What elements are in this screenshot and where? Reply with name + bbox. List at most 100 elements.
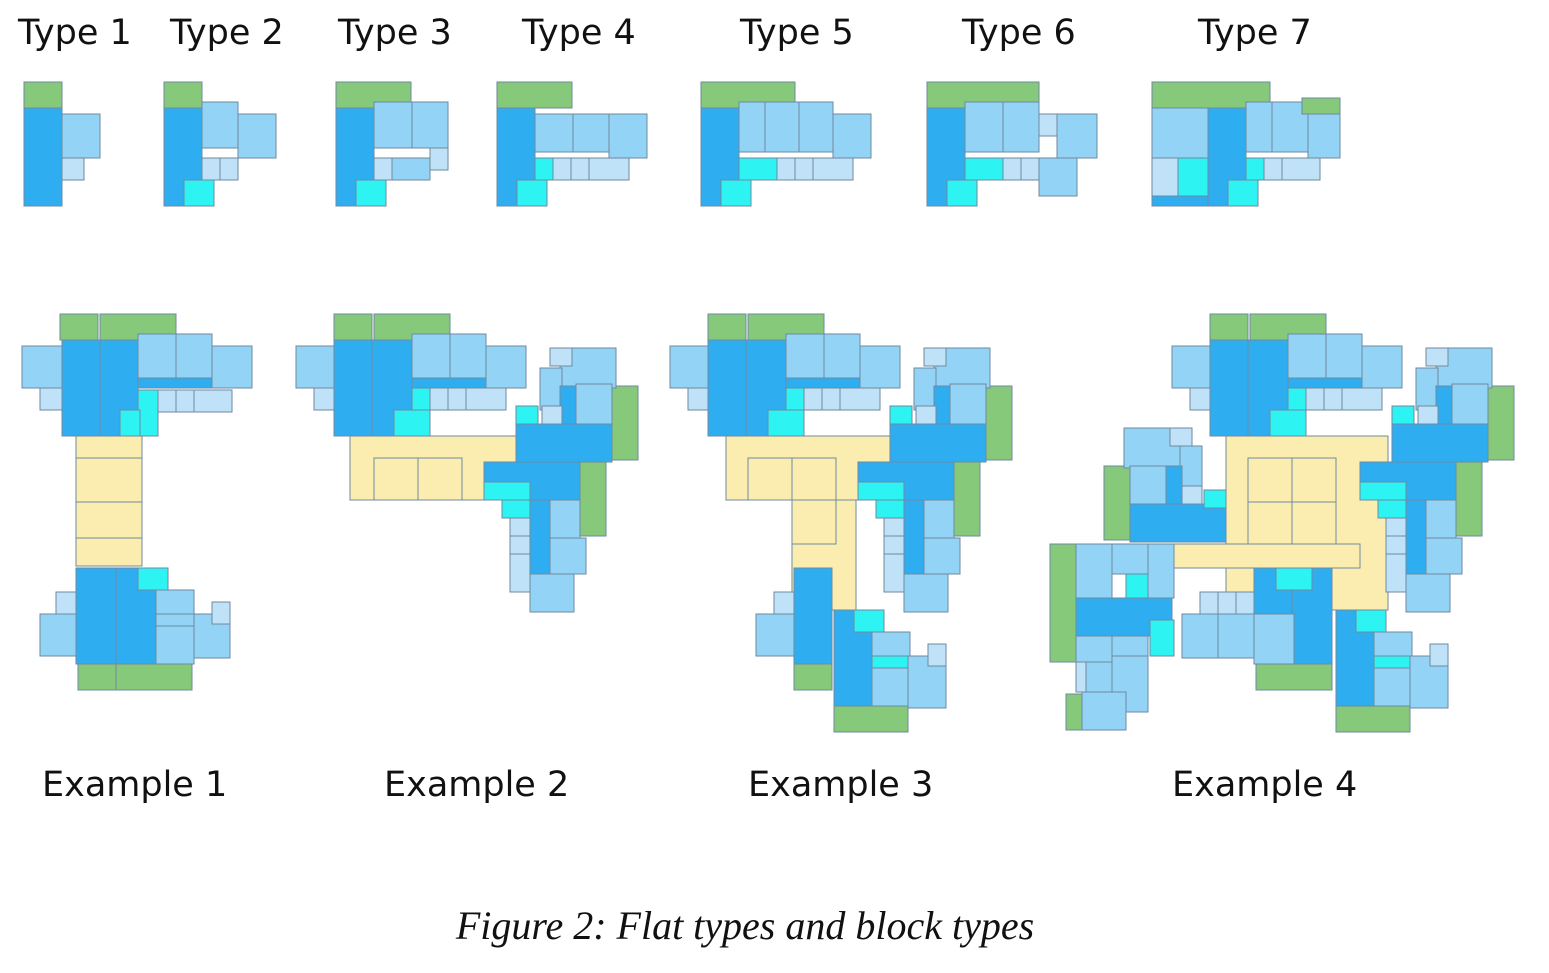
unit-cyan — [738, 157, 778, 181]
example-3-label: Example 3 — [748, 765, 934, 805]
flat-type-4-plan — [496, 81, 648, 207]
block-unit-cyan — [501, 499, 531, 519]
block-unit-paleblue — [915, 405, 937, 425]
block-unit-lightblue — [1075, 635, 1113, 663]
block-unit-lightblue — [1287, 333, 1327, 379]
block-unit-cyan — [137, 389, 159, 437]
unit-lightblue — [391, 157, 431, 181]
block-unit-lightblue — [155, 625, 195, 665]
unit-cyan — [964, 157, 1004, 181]
flat-type-7-plan — [1151, 81, 1341, 207]
unit-lightblue — [1002, 101, 1040, 153]
block-unit-lightblue — [1217, 613, 1255, 659]
block-unit-cyan — [483, 481, 531, 501]
block-unit-lightblue — [1253, 613, 1295, 665]
block-unit-blue — [137, 377, 213, 389]
block-unit-green — [333, 313, 373, 341]
block-unit-cyan — [1125, 573, 1149, 599]
block-unit-cyan — [1287, 387, 1307, 411]
unit-paleblue — [1151, 157, 1179, 197]
block-unit-lightblue — [1111, 543, 1149, 575]
block-unit-paleblue — [429, 387, 449, 411]
unit-green — [1301, 97, 1341, 115]
block-unit-paleblue — [883, 553, 905, 593]
block-unit-paleblue — [1217, 591, 1237, 615]
block-unit-paleblue — [687, 387, 711, 411]
block-unit-lightblue — [1075, 543, 1113, 599]
unit-lightblue — [1056, 113, 1098, 159]
unit-green — [23, 81, 63, 109]
block-unit-lightblue — [549, 537, 587, 575]
block-unit-yellow — [1247, 457, 1293, 503]
example-1-block — [21, 313, 253, 691]
block-unit-lightblue — [155, 589, 195, 615]
block-unit-yellow — [1291, 457, 1337, 503]
block-unit-paleblue — [549, 347, 573, 367]
unit-lightblue — [1307, 113, 1341, 159]
block-unit-lightblue — [1415, 367, 1439, 411]
unit-paleblue — [812, 157, 854, 181]
unit-paleblue — [570, 157, 590, 181]
block-unit-cyan — [1359, 481, 1407, 501]
block-unit-cyan — [1203, 489, 1227, 509]
block-unit-lightblue — [949, 383, 987, 425]
block-unit-lightblue — [211, 345, 253, 389]
block-unit-lightblue — [669, 345, 711, 389]
unit-paleblue — [794, 157, 814, 181]
type-6-label: Type 6 — [962, 13, 1076, 53]
block-unit-paleblue — [1429, 643, 1449, 667]
block-unit-green — [1065, 693, 1083, 731]
block-unit-paleblue — [1075, 661, 1087, 693]
block-unit-paleblue — [1417, 405, 1439, 425]
block-unit-blue — [903, 499, 925, 575]
block-unit-green — [1049, 543, 1077, 663]
unit-paleblue — [1002, 157, 1022, 181]
block-unit-blue — [1129, 503, 1227, 543]
unit-lightblue — [608, 113, 648, 159]
block-unit-paleblue — [1385, 553, 1407, 593]
block-unit-lightblue — [539, 367, 563, 411]
block-unit-yellow — [373, 457, 419, 501]
block-unit-blue — [61, 339, 101, 437]
unit-paleblue — [1020, 157, 1040, 181]
block-unit-lightblue — [785, 333, 825, 379]
block-unit-yellow — [1247, 501, 1293, 545]
block-unit-cyan — [119, 409, 141, 437]
unit-paleblue — [429, 147, 449, 171]
block-unit-lightblue — [871, 631, 911, 657]
unit-green — [163, 81, 203, 109]
block-unit-paleblue — [175, 389, 195, 413]
unit-paleblue — [552, 157, 572, 181]
block-unit-lightblue — [1081, 691, 1127, 731]
unit-cyan — [534, 157, 554, 181]
block-unit-yellow — [1173, 543, 1361, 569]
type-2-label: Type 2 — [170, 13, 284, 53]
block-unit-cyan — [889, 405, 913, 425]
block-unit-paleblue — [465, 387, 507, 411]
block-unit-lightblue — [485, 345, 527, 389]
block-unit-paleblue — [1305, 387, 1325, 411]
block-unit-cyan — [1373, 655, 1411, 669]
block-unit-yellow — [791, 457, 837, 501]
block-unit-paleblue — [211, 601, 231, 625]
block-unit-cyan — [853, 609, 885, 633]
block-unit-paleblue — [541, 405, 563, 425]
type-1-label: Type 1 — [18, 13, 132, 53]
unit-cyan — [355, 179, 387, 207]
example-2-label: Example 2 — [384, 765, 570, 805]
unit-paleblue — [61, 157, 85, 181]
block-unit-paleblue — [447, 387, 467, 411]
block-unit-green — [579, 461, 607, 537]
unit-paleblue — [219, 157, 239, 181]
unit-lightblue — [964, 101, 1004, 153]
unit-paleblue — [588, 157, 630, 181]
block-unit-lightblue — [1147, 543, 1175, 599]
block-unit-blue — [559, 385, 577, 425]
block-unit-green — [59, 313, 99, 341]
block-unit-green — [953, 461, 981, 537]
block-unit-lightblue — [155, 613, 195, 627]
unit-lightblue — [764, 101, 800, 153]
block-unit-lightblue — [529, 573, 575, 613]
block-unit-lightblue — [1179, 445, 1203, 489]
